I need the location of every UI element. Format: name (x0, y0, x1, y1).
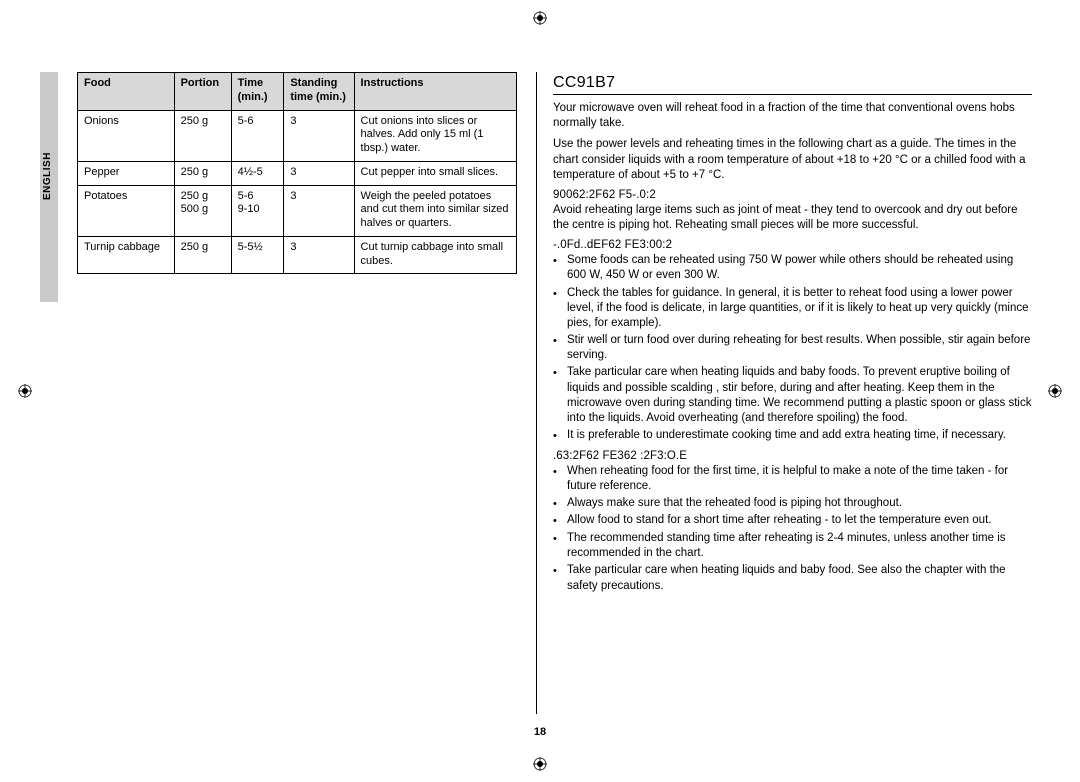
th-time: Time (min.) (231, 73, 284, 111)
bullet-dot-icon: • (553, 531, 561, 561)
table-row: Potatoes250 g 500 g5-6 9-103Weigh the pe… (78, 185, 517, 236)
bullet-text: Some foods can be reheated using 750 W p… (567, 253, 1032, 283)
intro-paragraph: Your microwave oven will reheat food in … (553, 101, 1032, 131)
bullet-dot-icon: • (553, 286, 561, 332)
bullet-text: The recommended standing time after rehe… (567, 531, 1032, 561)
bullet-item: •Check the tables for guidance. In gener… (553, 286, 1032, 332)
bullet-item: •Take particular care when heating liqui… (553, 563, 1032, 593)
bullet-item: • Allow food to stand for a short time af… (553, 513, 1032, 529)
title-rule (553, 94, 1032, 95)
bullet-list: •When reheating food for the first time,… (553, 464, 1032, 594)
table-cell: Weigh the peeled potatoes and cut them i… (354, 185, 516, 236)
table-cell: 250 g (174, 161, 231, 185)
right-column: CC91B7 Your microwave oven will reheat f… (553, 72, 1032, 596)
table-cell: 250 g 500 g (174, 185, 231, 236)
column-divider (536, 72, 537, 714)
food-table: Food Portion Time (min.) Standing time (… (77, 72, 517, 274)
table-cell: 3 (284, 110, 354, 161)
subhead: -.0Fd..dEF62 FE3:00:2 (553, 239, 1032, 251)
bullet-item: • Always make sure that the reheated food… (553, 496, 1032, 512)
table-cell: 3 (284, 185, 354, 236)
bullet-text: It is preferable to underestimate cookin… (567, 428, 1032, 444)
intro-paragraph: Use the power levels and reheating times… (553, 137, 1032, 183)
bullet-dot-icon: • (553, 253, 561, 283)
table-cell: 250 g (174, 110, 231, 161)
bullet-list: •Some foods can be reheated using 750 W … (553, 253, 1032, 443)
table-cell: 3 (284, 161, 354, 185)
table-cell: Onions (78, 110, 175, 161)
bullet-dot-icon: • (553, 496, 561, 512)
table-cell: Pepper (78, 161, 175, 185)
bullet-dot-icon: • (553, 428, 561, 444)
bullet-dot-icon: • (553, 333, 561, 363)
page-number: 18 (0, 726, 1080, 738)
content-columns: Food Portion Time (min.) Standing time (… (77, 72, 1032, 712)
bullet-text: Always make sure that the reheated food … (567, 496, 1032, 512)
bullet-dot-icon: • (553, 464, 561, 494)
bullet-dot-icon: • (553, 563, 561, 593)
bullet-text: When reheating food for the first time, … (567, 464, 1032, 494)
bullet-item: •When reheating food for the first time,… (553, 464, 1032, 494)
crop-mark-icon (15, 381, 35, 401)
table-cell: Potatoes (78, 185, 175, 236)
bullet-item: •Some foods can be reheated using 750 W … (553, 253, 1032, 283)
bullet-dot-icon: • (553, 513, 561, 529)
language-label: ENGLISH (42, 152, 53, 200)
table-cell: Cut onions into slices or halves. Add on… (354, 110, 516, 161)
crop-mark-icon (530, 8, 550, 28)
subhead: 90062:2F62 F5-.0:2 (553, 189, 1032, 201)
table-cell: 5-6 9-10 (231, 185, 284, 236)
left-column: Food Portion Time (min.) Standing time (… (77, 72, 517, 274)
bullet-text: Check the tables for guidance. In genera… (567, 286, 1032, 332)
bullet-item: • It is preferable to underestimate cooki… (553, 428, 1032, 444)
section-title: CC91B7 (553, 74, 1032, 92)
table-cell: Cut turnip cabbage into small cubes. (354, 236, 516, 274)
bullet-text: Take particular care when heating liquid… (567, 563, 1032, 593)
bullet-dot-icon: • (553, 365, 561, 426)
th-standing: Standing time (min.) (284, 73, 354, 111)
table-header-row: Food Portion Time (min.) Standing time (… (78, 73, 517, 111)
table-cell: 3 (284, 236, 354, 274)
table-cell: 250 g (174, 236, 231, 274)
th-food: Food (78, 73, 175, 111)
body-paragraph: Avoid reheating large items such as join… (553, 203, 1032, 233)
th-portion: Portion (174, 73, 231, 111)
crop-mark-icon (1045, 381, 1065, 401)
table-cell: 5-5½ (231, 236, 284, 274)
table-cell: Cut pepper into small slices. (354, 161, 516, 185)
th-instructions: Instructions (354, 73, 516, 111)
bullet-item: •Take particular care when heating liqui… (553, 365, 1032, 426)
bullet-item: •The recommended standing time after reh… (553, 531, 1032, 561)
bullet-text: Take particular care when heating liquid… (567, 365, 1032, 426)
table-row: Turnip cabbage250 g5-5½3Cut turnip cabba… (78, 236, 517, 274)
table-row: Onions250 g5-63Cut onions into slices or… (78, 110, 517, 161)
table-cell: 4½-5 (231, 161, 284, 185)
bullet-item: •Stir well or turn food over during rehe… (553, 333, 1032, 363)
table-cell: Turnip cabbage (78, 236, 175, 274)
bullet-text: Stir well or turn food over during rehea… (567, 333, 1032, 363)
table-row: Pepper250 g4½-53Cut pepper into small sl… (78, 161, 517, 185)
manual-page: ENGLISH Food Portion Time (min.) Standin… (0, 0, 1080, 782)
crop-mark-icon (530, 754, 550, 774)
table-cell: 5-6 (231, 110, 284, 161)
subhead: .63:2F62 FE362 :2F3:O.E (553, 450, 1032, 462)
bullet-text: Allow food to stand for a short time aft… (567, 513, 1032, 529)
